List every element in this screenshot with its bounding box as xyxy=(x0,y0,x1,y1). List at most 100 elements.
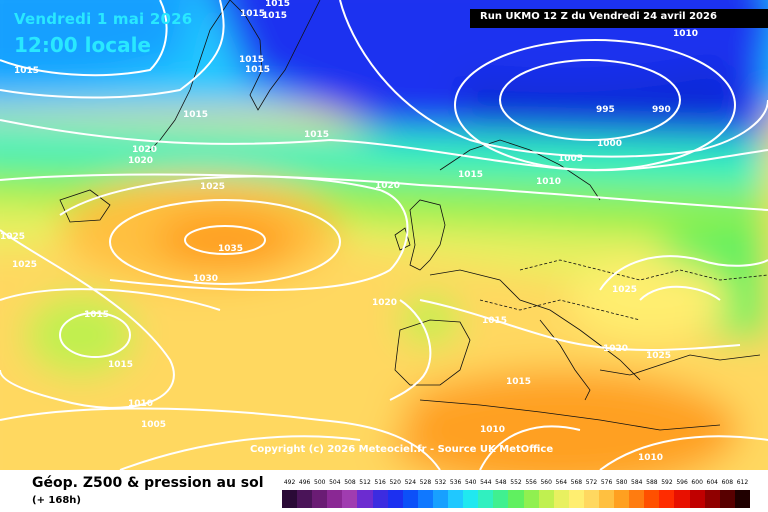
map-title: Géop. Z500 & pression au sol xyxy=(32,475,264,491)
isobar-label: 1020 xyxy=(132,145,157,155)
colorbar-tick-label: 588 xyxy=(646,479,658,486)
colorbar-swatch xyxy=(478,490,494,508)
colorbar-tick-label: 548 xyxy=(495,479,507,486)
isobar-label: 1020 xyxy=(603,344,628,354)
isobar-label: 1015 xyxy=(84,310,109,320)
colorbar-tick-label: 576 xyxy=(600,479,613,486)
colorbar-swatch xyxy=(508,490,524,508)
colorbar-tick-label: 556 xyxy=(525,479,537,486)
colorbar-tick-label: 496 xyxy=(298,479,311,486)
isobar-value-labels: 1015 1015 1015 1015 1015 1015 1015 1015 … xyxy=(0,0,698,463)
colorbar-swatch xyxy=(402,490,418,508)
colorbar-tick-label: 508 xyxy=(344,479,356,486)
legend-footer: Géop. Z500 & pression au sol (+ 168h) 49… xyxy=(0,470,768,512)
colorbar-swatch xyxy=(674,490,690,508)
colorbar-swatch xyxy=(538,490,554,508)
colorbar-tick-label: 600 xyxy=(691,479,703,486)
colorbar-swatch xyxy=(327,490,343,508)
colorbar-swatch xyxy=(493,490,509,508)
isobar-label: 1010 xyxy=(536,177,561,187)
isobar-label: 1005 xyxy=(141,420,166,430)
isobar-label: 1000 xyxy=(597,139,622,149)
colorbar-tick-label: 572 xyxy=(585,479,598,486)
run-info-box xyxy=(470,9,768,28)
colorbar-swatch xyxy=(583,490,599,508)
isobar-label: 1015 xyxy=(108,360,133,370)
colorbar-tick-label: 532 xyxy=(434,479,447,486)
isobar-label: 1025 xyxy=(646,351,671,361)
colorbar-swatch xyxy=(417,490,433,508)
pressure-map: 1015 1015 1015 1015 1015 1015 1015 1015 … xyxy=(0,0,768,470)
colorbar-tick-labels: 492 496 500 504 508 512 516 520 524 528 532 536 540 5… xyxy=(280,479,752,489)
isobar-label: 1015 xyxy=(482,316,507,326)
isobar-label: 1010 xyxy=(638,453,663,463)
colorbar-swatch xyxy=(614,490,630,508)
isobar-label: 1020 xyxy=(372,298,397,308)
colorbar-tick-label: 560 xyxy=(540,479,552,486)
forecast-date: Vendredi 1 mai 2026 xyxy=(14,10,193,28)
colorbar-swatch xyxy=(282,490,298,508)
colorbar-swatch xyxy=(357,490,373,508)
colorbar-tick-label: 492 xyxy=(283,479,296,486)
isobar-label: 1015 xyxy=(304,130,329,140)
colorbar-tick-label: 580 xyxy=(615,479,628,486)
colorbar-swatch xyxy=(704,490,720,508)
colorbar-tick-label: 552 xyxy=(510,479,522,486)
coastlines xyxy=(59,0,768,431)
isobar-label: 1025 xyxy=(612,285,637,295)
colorbar-tick-label: 540 xyxy=(464,479,477,486)
colorbar-tick-label: 564 xyxy=(555,479,568,486)
colorbar-tick-label: 520 xyxy=(389,479,401,486)
colorbar-swatch xyxy=(432,490,449,508)
colorbar-swatch xyxy=(568,490,584,508)
copyright-text: Copyright (c) 2026 Meteociel.fr - Source… xyxy=(250,444,554,455)
colorbar-swatch xyxy=(719,490,735,508)
isobar-label: 1005 xyxy=(558,154,583,164)
colorbar-swatch xyxy=(387,490,403,508)
colorbar-tick-label: 604 xyxy=(706,479,718,486)
colorbar-swatch xyxy=(312,490,328,508)
colorbar-tick-label: 524 xyxy=(404,479,417,486)
isobar-label: 1015 xyxy=(240,9,265,19)
colorbar-swatch xyxy=(523,490,539,508)
lead-time: (+ 168h) xyxy=(32,495,81,506)
colorbar-tick-label: 568 xyxy=(570,479,583,486)
colorbar-swatch xyxy=(372,490,388,508)
isobar-label: 1020 xyxy=(128,156,153,166)
isobar-label: 995 xyxy=(596,105,615,115)
isobar-label: 1015 xyxy=(265,0,290,9)
isobar-label: 1015 xyxy=(14,66,39,76)
isobar-label: 1020 xyxy=(375,181,400,191)
colorbar-tick-label: 584 xyxy=(631,479,643,486)
colorbar-swatch xyxy=(297,490,313,508)
colorbar xyxy=(282,490,750,508)
colorbar-swatch xyxy=(463,490,479,508)
colorbar-tick-label: 536 xyxy=(449,479,462,486)
isobars xyxy=(0,0,768,470)
isobar-label: 1015 xyxy=(458,170,483,180)
isobar-label: 1015 xyxy=(245,65,270,75)
isobar-label: 1025 xyxy=(200,182,225,192)
colorbar-swatch xyxy=(629,490,645,508)
colorbar-swatch xyxy=(659,490,675,508)
colorbar-tick-label: 504 xyxy=(329,479,341,486)
colorbar-tick-label: 544 xyxy=(480,479,492,486)
isobar-label: 1015 xyxy=(506,377,531,387)
colorbar-swatch xyxy=(734,490,750,508)
forecast-time: 12:00 locale xyxy=(14,33,151,57)
isobar-label: 990 xyxy=(652,105,671,115)
isobar-label: 1025 xyxy=(12,260,37,270)
colorbar-tick-label: 500 xyxy=(314,479,326,486)
colorbar-swatch xyxy=(689,490,705,508)
colorbar-tick-label: 516 xyxy=(374,479,386,486)
isobar-label: 1025 xyxy=(0,232,25,242)
isobar-label: 1010 xyxy=(480,425,505,435)
colorbar-swatch xyxy=(342,490,358,508)
colorbar-tick-label: 528 xyxy=(419,479,432,486)
isobar-label: 1015 xyxy=(262,11,287,21)
colorbar-swatch xyxy=(644,490,660,508)
colorbar-swatch xyxy=(553,490,569,508)
isobar-label: 1030 xyxy=(193,274,218,284)
isobar-label: 1010 xyxy=(128,399,153,409)
